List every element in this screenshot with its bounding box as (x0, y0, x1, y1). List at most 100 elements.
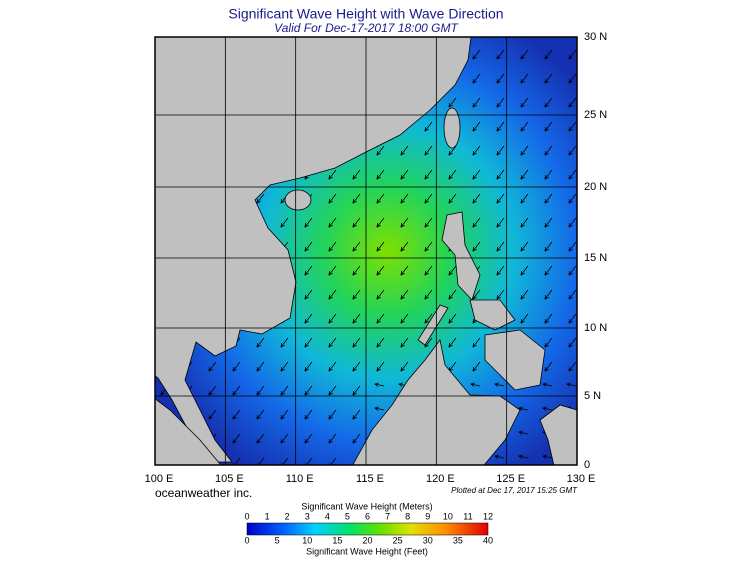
wave-arrow (544, 313, 553, 324)
wave-arrow (544, 169, 553, 180)
wave-arrow (542, 454, 553, 459)
wave-arrow (472, 361, 481, 372)
wave-arrow (568, 217, 577, 228)
wave-arrow (304, 313, 313, 324)
wave-arrow (328, 193, 337, 204)
wave-arrow (304, 337, 313, 348)
wave-arrow (232, 361, 241, 372)
wave-arrow (568, 289, 577, 300)
map-frame (154, 36, 578, 466)
wave-arrow (568, 97, 577, 108)
wave-arrow (496, 73, 505, 84)
wave-arrow (496, 193, 505, 204)
lon-label: 115 E (356, 473, 384, 485)
wave-arrow (352, 217, 361, 228)
lon-label: 120 E (426, 473, 455, 485)
wave-arrow (448, 337, 457, 348)
wave-arrow (496, 121, 505, 132)
feet-tick-label: 35 (453, 535, 463, 545)
wave-arrow (520, 241, 529, 252)
wave-arrow (328, 361, 337, 372)
wave-arrow (280, 433, 289, 444)
wave-arrow (448, 289, 457, 300)
feet-tick-label: 20 (362, 535, 372, 545)
lat-label: 10 N (584, 322, 607, 334)
taiwan (443, 107, 461, 149)
wave-arrow (568, 169, 577, 180)
wave-arrow (328, 241, 337, 252)
wave-arrow (352, 361, 361, 372)
lat-label: 15 N (584, 252, 607, 264)
wave-arrow (352, 241, 361, 252)
wave-arrow (208, 385, 217, 396)
wave-arrow (568, 73, 577, 84)
wave-arrow (448, 313, 457, 324)
mindanao (484, 329, 546, 391)
wave-arrow (424, 169, 433, 180)
plotted-note: Plotted at Dec 17, 2017 15:25 GMT (451, 486, 578, 495)
wave-arrow (494, 454, 505, 459)
wave-arrow (496, 97, 505, 108)
wave-arrow (496, 217, 505, 228)
wave-arrow (472, 73, 481, 84)
wave-arrow (494, 382, 505, 387)
wave-arrow (518, 406, 529, 411)
lon-label: 125 E (496, 473, 525, 485)
wave-arrow (518, 430, 529, 435)
wave-arrow (496, 289, 505, 300)
wave-arrow (568, 49, 577, 60)
meters-tick-label: 7 (385, 511, 390, 521)
wave-arrow (496, 241, 505, 252)
feet-tick-label: 25 (393, 535, 403, 545)
wave-arrow (496, 265, 505, 276)
wave-arrow (352, 265, 361, 276)
colorbar-ticks: 0 1 2 3 4 5 6 7 8 9 10 11 120 5 10 15 20 25 30 35 40 (244, 511, 493, 545)
wave-arrow (424, 313, 433, 324)
wave-arrow (520, 97, 529, 108)
wave-arrow (520, 73, 529, 84)
hainan (284, 189, 312, 211)
wave-arrow (352, 337, 361, 348)
wave-arrow (304, 217, 313, 228)
wave-arrow (400, 241, 409, 252)
wave-arrow (376, 145, 385, 156)
meters-tick-label: 6 (365, 511, 370, 521)
wave-arrow (472, 121, 481, 132)
visayas (469, 299, 516, 331)
meters-tick-label: 4 (325, 511, 330, 521)
wave-arrow (544, 193, 553, 204)
wave-arrow (472, 97, 481, 108)
wave-arrow (280, 217, 289, 228)
wave-arrow (208, 409, 217, 420)
wave-arrow (376, 217, 385, 228)
wave-arrow (566, 382, 577, 387)
wave-arrow (280, 361, 289, 372)
wave-arrow (352, 385, 361, 396)
wave-arrow (232, 385, 241, 396)
wave-arrow (544, 73, 553, 84)
wave-arrow (400, 193, 409, 204)
wave-arrow (544, 241, 553, 252)
wave-arrow (448, 265, 457, 276)
wave-arrow (256, 385, 265, 396)
wave-arrow (520, 49, 529, 60)
wave-arrow (352, 169, 361, 180)
meters-tick-label: 0 (244, 511, 249, 521)
wave-arrow (256, 361, 265, 372)
lat-label: 25 N (584, 109, 607, 121)
sumatra (155, 398, 222, 465)
wave-arrow (256, 433, 265, 444)
wave-arrow (352, 433, 361, 444)
wave-arrow (470, 382, 481, 387)
meters-tick-label: 11 (463, 511, 472, 521)
wave-arrow (208, 361, 217, 372)
wave-arrow (542, 406, 553, 411)
wave-arrow (496, 145, 505, 156)
wave-arrow (232, 433, 241, 444)
wave-arrow (544, 121, 553, 132)
wave-arrow (424, 193, 433, 204)
subtitle: Valid For Dec-17-2017 18:00 GMT (274, 21, 459, 35)
wave-arrow (496, 169, 505, 180)
credit: oceanweather inc. (155, 486, 252, 500)
